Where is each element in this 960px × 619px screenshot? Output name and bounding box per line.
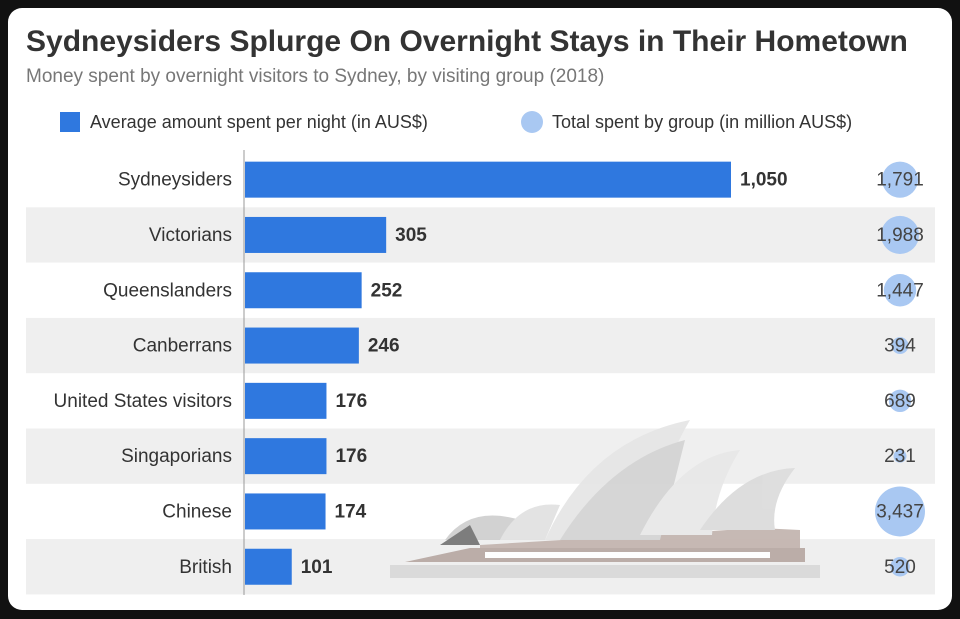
bubble [891, 337, 909, 355]
category-label: United States visitors [54, 391, 232, 412]
bubble-value-label: 231 [884, 446, 916, 467]
row-band [26, 207, 935, 263]
category-label: Singaporians [121, 446, 232, 467]
category-label: Queenslanders [103, 280, 232, 301]
bubble [888, 389, 912, 413]
bubble [890, 557, 910, 577]
category-label: British [179, 557, 232, 578]
bubble-value-label: 3,437 [876, 501, 924, 522]
bar [245, 216, 387, 253]
bar-value-label: 101 [301, 557, 333, 578]
category-label: Chinese [162, 501, 232, 522]
bar-value-label: 246 [368, 336, 400, 357]
legend-label: Total spent by group (in million AUS$) [552, 112, 852, 132]
bubble-value-label: 1,791 [876, 170, 924, 191]
bubble-value-label: 1,988 [876, 225, 924, 246]
bar-value-label: 1,050 [740, 170, 788, 191]
bar [245, 493, 326, 530]
bubble-value-label: 689 [884, 391, 916, 412]
category-label: Victorians [149, 225, 232, 246]
bar-value-label: 176 [335, 391, 367, 412]
bubble [881, 161, 919, 198]
bubble-value-label: 520 [884, 557, 916, 578]
category-label: Sydneysiders [118, 170, 232, 191]
bar-value-label: 305 [395, 225, 427, 246]
bar-value-label: 252 [371, 280, 403, 301]
bar [245, 382, 327, 419]
chart-title: Sydneysiders Splurge On Overnight Stays … [26, 25, 908, 58]
legend-swatch [521, 111, 543, 133]
bar [245, 161, 731, 198]
bar [245, 272, 362, 309]
legend-swatch [60, 112, 80, 132]
bubble [893, 449, 907, 463]
opera-house-illustration [390, 420, 820, 578]
legend-label: Average amount spent per night (in AUS$) [90, 112, 428, 132]
bubble [880, 215, 920, 254]
bar [245, 327, 359, 364]
bubble-value-label: 1,447 [876, 280, 924, 301]
bubble [875, 486, 925, 537]
bar-value-label: 174 [335, 501, 367, 522]
bubble [883, 274, 917, 307]
category-label: Canberrans [133, 336, 232, 357]
bar-value-label: 176 [335, 446, 367, 467]
row-band [26, 317, 935, 374]
bar [245, 438, 327, 475]
chart-subtitle: Money spent by overnight visitors to Syd… [26, 66, 604, 87]
bar [245, 548, 292, 585]
bubble-value-label: 394 [884, 336, 916, 357]
